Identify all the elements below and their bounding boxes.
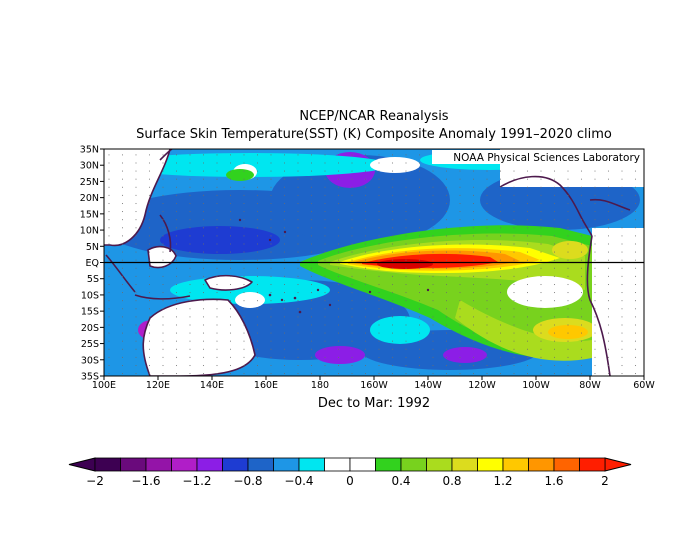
- colorbar-swatch: [247, 457, 274, 472]
- x-tick-label: 160E: [254, 380, 278, 391]
- colorbar-label: 1.2: [493, 474, 512, 488]
- colorbar-swatch: [451, 457, 478, 472]
- colorbar-label: 2: [601, 474, 609, 488]
- x-tick-label: 100W: [522, 380, 550, 391]
- colorbar-swatch: [94, 457, 121, 472]
- y-tick-label: 10N: [80, 226, 99, 237]
- colorbar-swatch: [145, 457, 172, 472]
- colorbar-swatch: [222, 457, 249, 472]
- chart-title: NCEP/NCAR Reanalysis: [299, 109, 448, 124]
- y-tick-label: 35S: [81, 372, 99, 383]
- colorbar-label: −0.4: [284, 474, 313, 488]
- y-tick-label: 10S: [81, 290, 99, 301]
- colorbar-label: −1.2: [182, 474, 211, 488]
- y-tick-label: 25N: [80, 177, 99, 188]
- y-tick-label: 5N: [86, 242, 99, 253]
- colorbar-extend-low: [68, 457, 96, 472]
- credit-label: NOAA Physical Sciences Laboratory: [453, 152, 640, 164]
- colorbar-label: −0.8: [233, 474, 262, 488]
- x-tick-label: 100E: [92, 380, 116, 391]
- y-tick-label: 20S: [81, 323, 99, 334]
- colorbar-swatch: [528, 457, 555, 472]
- colorbar-swatch: [298, 457, 325, 472]
- colorbar-swatch: [400, 457, 427, 472]
- map-area: [104, 149, 644, 376]
- colorbar-label: 1.6: [544, 474, 563, 488]
- y-tick-label: 20N: [80, 193, 99, 204]
- x-tick-label: 160W: [360, 380, 388, 391]
- colorbar-label: 0: [346, 474, 354, 488]
- y-axis: 35N 30N 25N 20N 15N 10N 5N EQ 5S 10S 15S 20S 25S 30S 3…: [80, 145, 104, 383]
- colorbar-label: 0.8: [442, 474, 461, 488]
- y-tick-label: 15N: [80, 209, 99, 220]
- colorbar-swatch: [426, 457, 453, 472]
- colorbar-label: −1.6: [131, 474, 160, 488]
- colorbar-label: 0.4: [391, 474, 410, 488]
- colorbar-swatch: [477, 457, 504, 472]
- y-tick-label: EQ: [86, 258, 99, 269]
- colorbar-swatch: [349, 457, 376, 472]
- colorbar-label: −2: [86, 474, 104, 488]
- colorbar: −2 −1.6 −1.2 −0.8 −0.4 0 0.4 0.8 1.2 1.6 2: [68, 457, 632, 488]
- colorbar-swatch: [375, 457, 402, 472]
- credit-box: NOAA Physical Sciences Laboratory: [432, 150, 643, 164]
- period-label: Dec to Mar: 1992: [318, 396, 430, 411]
- colorbar-swatch: [120, 457, 147, 472]
- colorbar-swatch: [553, 457, 580, 472]
- y-tick-label: 35N: [80, 145, 99, 156]
- colorbar-swatch: [171, 457, 198, 472]
- y-tick-label: 15S: [81, 307, 99, 318]
- x-tick-label: 120E: [146, 380, 170, 391]
- chart-subtitle: Surface Skin Temperature(SST) (K) Compos…: [136, 127, 612, 142]
- x-tick-label: 140W: [414, 380, 442, 391]
- colorbar-swatch: [579, 457, 606, 472]
- x-tick-label: 60W: [633, 380, 655, 391]
- colorbar-swatch: [502, 457, 529, 472]
- colorbar-extend-high: [604, 457, 632, 472]
- colorbar-swatch: [273, 457, 300, 472]
- y-tick-label: 25S: [81, 339, 99, 350]
- x-tick-label: 140E: [200, 380, 224, 391]
- x-tick-label: 80W: [579, 380, 601, 391]
- x-tick-label: 180: [311, 380, 329, 391]
- x-tick-label: 120W: [468, 380, 496, 391]
- colorbar-swatch: [324, 457, 351, 472]
- colorbar-swatch: [196, 457, 223, 472]
- x-axis: 100E 120E 140E 160E 180 160W 140W 120W 100W 80W 60…: [92, 376, 655, 391]
- y-tick-label: 30S: [81, 355, 99, 366]
- y-tick-label: 5S: [87, 274, 99, 285]
- y-tick-label: 30N: [80, 161, 99, 172]
